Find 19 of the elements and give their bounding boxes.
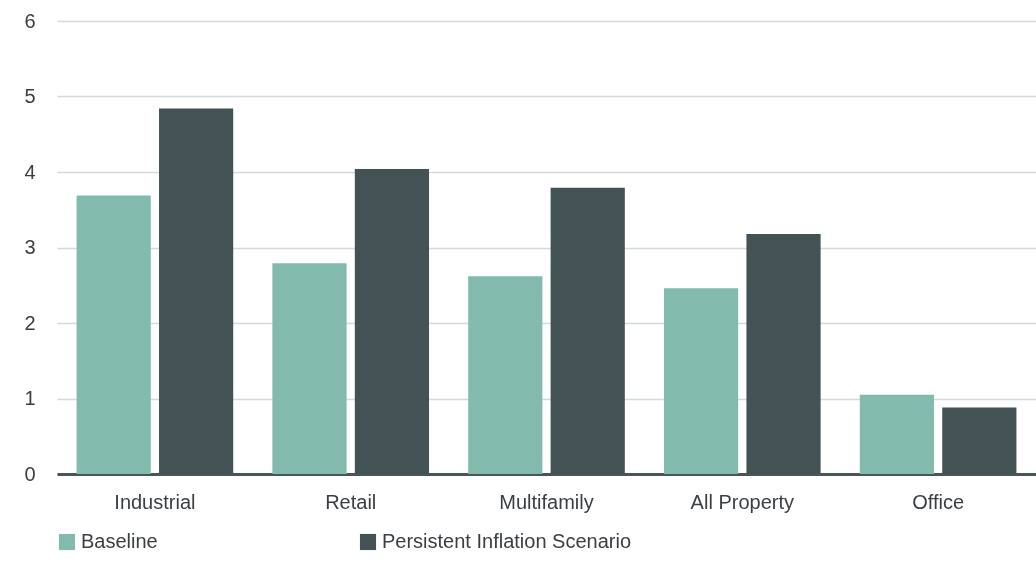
bar — [76, 195, 151, 474]
x-tick-label: Retail — [325, 490, 377, 513]
bar — [468, 276, 543, 474]
x-tick-label: Multifamily — [499, 490, 594, 513]
bar — [272, 263, 347, 474]
y-tick-label: 4 — [24, 160, 36, 183]
x-tick-label: All Property — [690, 490, 794, 513]
legend-label: Baseline — [81, 530, 158, 552]
y-tick-label: 1 — [24, 387, 36, 409]
y-tick-label: 5 — [24, 85, 36, 107]
bar — [859, 394, 934, 474]
y-tick-label: 6 — [24, 9, 36, 32]
y-tick-label: 2 — [24, 311, 36, 334]
legend-label: Persistent Inflation Scenario — [382, 530, 632, 552]
y-tick-label: 3 — [24, 236, 36, 258]
y-tick-label: 0 — [24, 462, 36, 485]
bar — [663, 288, 739, 474]
x-tick-label: Industrial — [114, 490, 196, 513]
x-tick-label: Office — [912, 490, 965, 513]
